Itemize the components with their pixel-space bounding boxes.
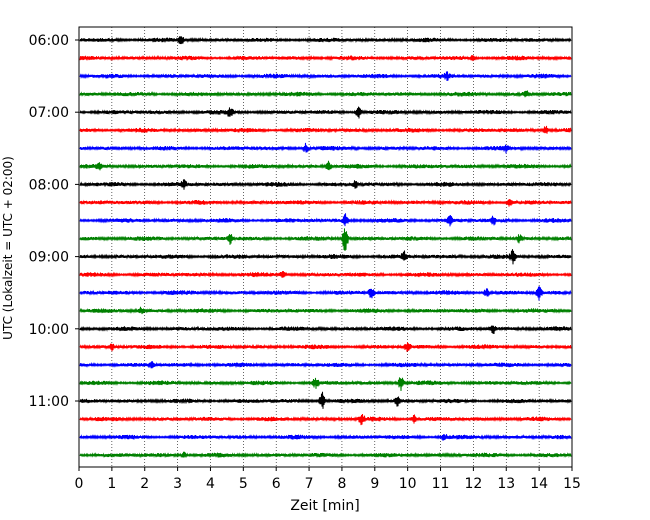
x-tick-label: 0 bbox=[75, 476, 84, 492]
x-tick-label: 7 bbox=[305, 476, 314, 492]
plot-area bbox=[78, 26, 573, 468]
x-tick-label: 4 bbox=[206, 476, 215, 492]
x-axis: 0 1 2 3 4 5 6 7 8 9 10 11 12 13 14 15 bbox=[75, 467, 581, 492]
trace-1145 bbox=[79, 451, 572, 459]
x-tick-label: 10 bbox=[399, 476, 417, 492]
y-tick-label: 09:00 bbox=[29, 250, 69, 266]
trace-0915 bbox=[79, 271, 572, 278]
x-tick-label: 1 bbox=[107, 476, 116, 492]
y-axis: 06:00 07:00 08:00 09:00 10:00 11:00 bbox=[29, 33, 79, 410]
trace-1045 bbox=[79, 377, 572, 391]
y-tick-label: 08:00 bbox=[29, 177, 69, 193]
trace-0815 bbox=[79, 199, 572, 207]
trace-0730 bbox=[79, 142, 572, 154]
y-tick-label: 10:00 bbox=[29, 322, 69, 338]
trace-0630 bbox=[79, 71, 572, 81]
trace-0900 bbox=[79, 249, 572, 265]
trace-0930 bbox=[79, 286, 572, 301]
y-axis-label: UTC (Lokalzeit = UTC + 02:00) bbox=[1, 156, 15, 340]
trace-0830 bbox=[79, 213, 572, 227]
trace-1115 bbox=[79, 414, 572, 426]
x-tick-label: 13 bbox=[497, 476, 515, 492]
x-axis-label: Zeit [min] bbox=[290, 498, 359, 514]
trace-1030 bbox=[79, 361, 572, 369]
trace-0745 bbox=[79, 160, 572, 171]
x-tick-label: 9 bbox=[370, 476, 379, 492]
trace-1015 bbox=[79, 342, 572, 352]
x-tick-label: 12 bbox=[464, 476, 482, 492]
trace-0700 bbox=[79, 106, 572, 119]
trace-0600 bbox=[79, 36, 572, 45]
trace-0615 bbox=[79, 54, 572, 62]
x-tick-label: 5 bbox=[239, 476, 248, 492]
x-tick-label: 15 bbox=[563, 476, 581, 492]
trace-0715 bbox=[79, 125, 572, 134]
trace-0945 bbox=[79, 306, 572, 315]
trace-1000 bbox=[79, 325, 572, 334]
plot-frame bbox=[78, 26, 573, 468]
trace-0800 bbox=[79, 179, 572, 190]
x-tick-label: 8 bbox=[337, 476, 346, 492]
x-tick-label: 3 bbox=[173, 476, 182, 492]
x-tick-label: 6 bbox=[272, 476, 281, 492]
y-tick-label: 06:00 bbox=[29, 33, 69, 49]
trace-1130 bbox=[79, 433, 572, 441]
trace-0645 bbox=[79, 90, 572, 98]
y-tick-label: 07:00 bbox=[29, 105, 69, 121]
x-tick-label: 2 bbox=[140, 476, 149, 492]
trace-0845 bbox=[79, 228, 572, 252]
trace-1100 bbox=[79, 391, 572, 409]
x-tick-label: 11 bbox=[432, 476, 450, 492]
x-tick-label: 14 bbox=[530, 476, 548, 492]
y-tick-label: 11:00 bbox=[29, 394, 69, 410]
